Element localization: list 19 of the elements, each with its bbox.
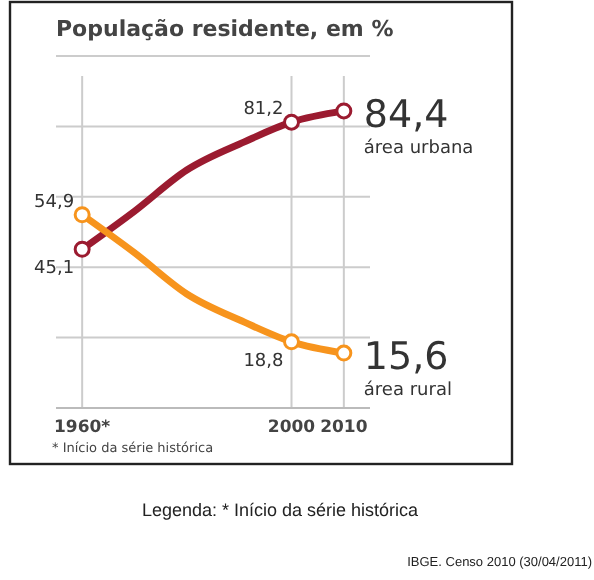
x-tick-label: 2000 <box>267 418 316 438</box>
point <box>283 333 300 351</box>
data-label: 18,8 <box>243 351 285 372</box>
x-tick-label: 1960* <box>54 418 112 438</box>
chart-title: População residente, em % <box>56 16 394 42</box>
series-label: área urbana <box>363 136 474 159</box>
point <box>73 240 91 258</box>
data-label: 54,9 <box>34 192 75 213</box>
data-label: 45,1 <box>34 259 75 280</box>
series-label: área rural <box>363 379 452 402</box>
point <box>335 344 353 362</box>
data-label: 81,2 <box>243 100 284 121</box>
point <box>283 113 300 131</box>
data-label: 15,6 <box>363 335 449 380</box>
text: Legenda: * Início da série histórica <box>141 500 419 520</box>
x-tick-label: 2010 <box>320 418 368 438</box>
point <box>73 206 91 224</box>
point <box>335 102 353 120</box>
data-label: 84,4 <box>363 92 449 137</box>
